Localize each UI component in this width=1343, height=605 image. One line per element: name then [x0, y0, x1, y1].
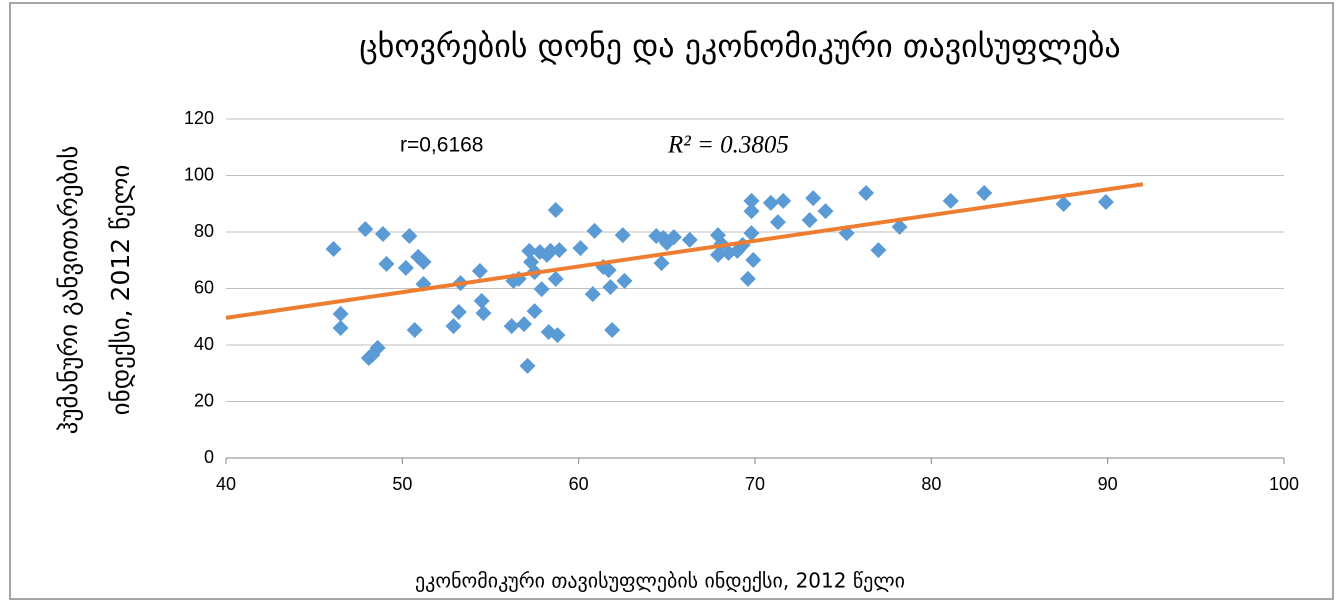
trendline — [225, 182, 1144, 320]
point — [739, 270, 756, 287]
chart-title: ცხოვრების დონე და ეკონომიკური თავისუფლებ… — [359, 27, 1120, 65]
point — [870, 242, 887, 259]
point — [503, 318, 520, 335]
point — [406, 322, 423, 339]
point — [475, 305, 492, 322]
point — [743, 192, 760, 209]
y-tick-label: 120 — [184, 108, 214, 128]
point — [616, 272, 633, 289]
point — [769, 214, 786, 231]
y-tick-label: 40 — [194, 334, 214, 354]
point — [378, 255, 395, 272]
y-tick-label: 20 — [194, 390, 214, 410]
point — [602, 279, 619, 296]
point — [450, 303, 467, 320]
x-tick-label: 80 — [921, 474, 941, 494]
point — [653, 255, 670, 272]
point — [401, 227, 418, 244]
point — [584, 286, 601, 303]
point — [369, 339, 386, 356]
point — [976, 185, 993, 202]
point — [516, 316, 533, 333]
point — [1097, 194, 1114, 211]
point — [415, 253, 432, 270]
y-tick-label: 0 — [204, 447, 214, 467]
point — [547, 201, 564, 218]
x-tick-label: 50 — [392, 474, 412, 494]
point — [397, 259, 414, 276]
x-tick-label: 70 — [745, 474, 765, 494]
y-tick-label: 80 — [194, 221, 214, 241]
point — [572, 240, 589, 257]
point — [604, 322, 621, 339]
point — [526, 303, 543, 320]
point — [1055, 196, 1072, 213]
point — [471, 262, 488, 279]
x-tick-label: 100 — [1269, 474, 1299, 494]
x-tick-label: 40 — [216, 474, 236, 494]
point — [681, 231, 698, 248]
y-tick-label: 100 — [184, 164, 214, 184]
point — [549, 327, 566, 344]
point — [743, 225, 760, 242]
point — [745, 251, 762, 268]
point — [858, 185, 875, 202]
point — [775, 192, 792, 209]
x-axis-label: ეკონომიკური თავისუფლების ინდექსი, 2012 წ… — [415, 569, 905, 593]
y-axis-label: ჰუმანური განვითარების — [54, 146, 83, 435]
annotation: R² = 0.3805 — [667, 132, 789, 159]
chart-border — [9, 2, 1334, 600]
point — [519, 357, 536, 374]
point — [743, 203, 760, 220]
point — [891, 218, 908, 235]
point — [805, 190, 822, 207]
point — [325, 240, 342, 257]
point — [473, 292, 490, 309]
point — [614, 227, 631, 244]
point — [521, 242, 538, 259]
annotation: r=0,6168 — [400, 134, 484, 157]
point — [817, 203, 834, 220]
point — [547, 270, 564, 287]
point — [586, 222, 603, 239]
point — [374, 225, 391, 242]
point — [332, 320, 349, 337]
y-tick-label: 60 — [194, 277, 214, 297]
point — [801, 212, 818, 229]
point — [533, 281, 550, 298]
point — [762, 194, 779, 211]
x-tick-label: 60 — [569, 474, 589, 494]
point — [665, 229, 682, 246]
x-tick-label: 90 — [1098, 474, 1118, 494]
point — [357, 221, 374, 238]
point — [551, 242, 568, 259]
point — [332, 305, 349, 322]
point — [942, 192, 959, 209]
point — [600, 262, 617, 279]
point — [445, 318, 462, 335]
y-axis-label: ინდექსი, 2012 წელი — [106, 165, 135, 416]
